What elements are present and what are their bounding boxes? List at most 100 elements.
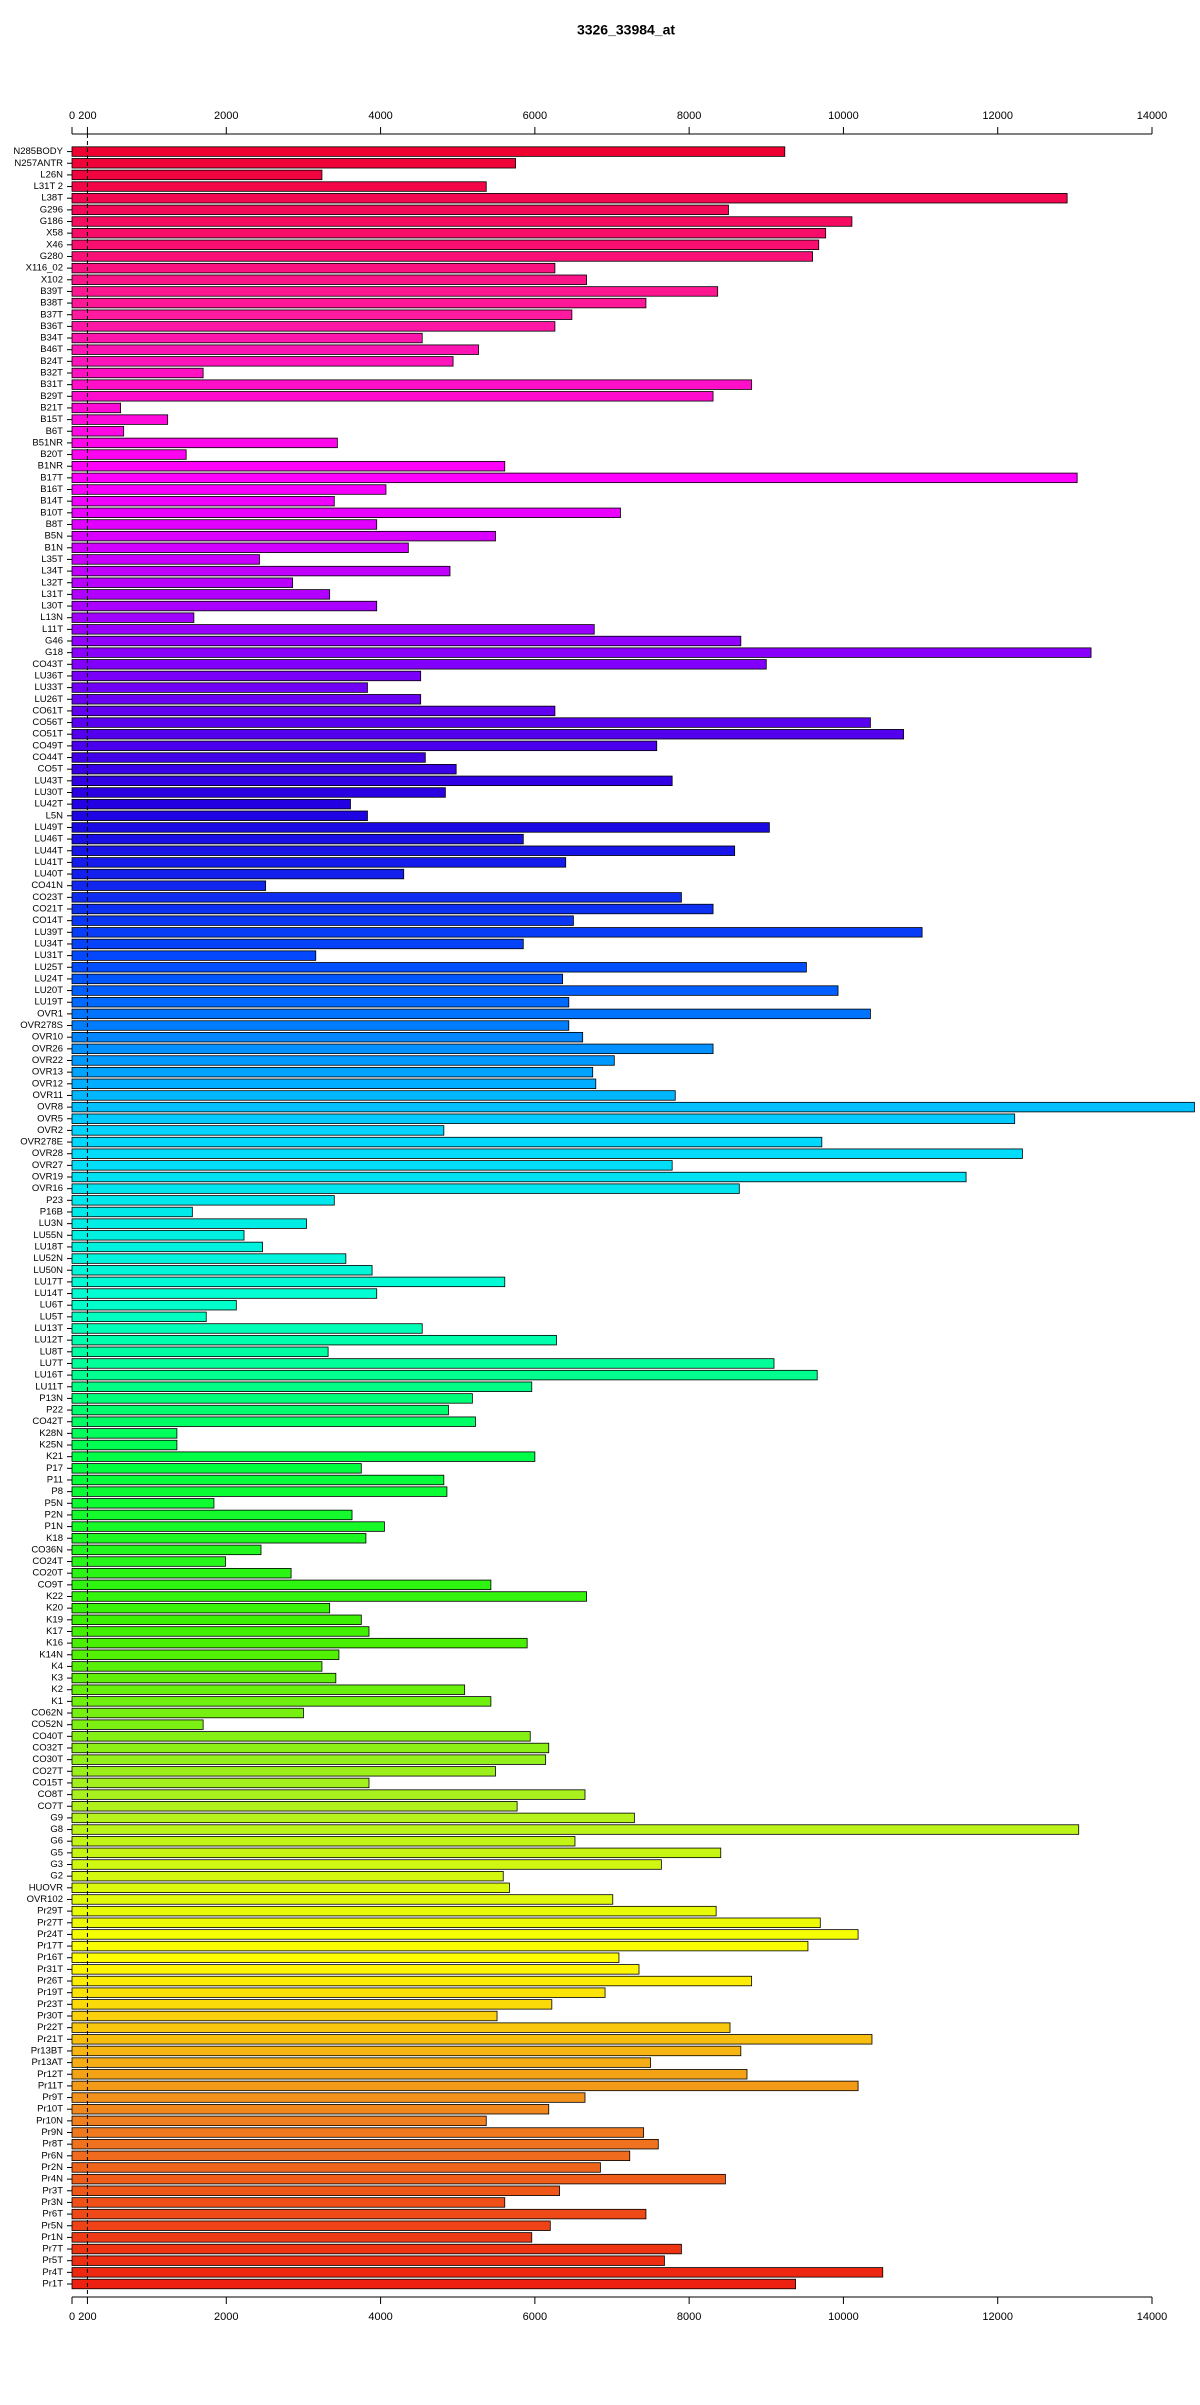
bar [71,227,827,239]
bar [71,705,556,717]
bar [71,1276,506,1288]
y-tick-label: K17 [46,1626,63,1637]
bar [71,1055,615,1066]
y-tick-label: Pr5N [41,2220,63,2231]
y-tick-label: LU39T [34,927,63,938]
bar [71,507,621,519]
y-tick-label: OVR28 [32,1148,63,1159]
bar [71,2197,506,2208]
y-tick-label: CO5T [38,764,64,775]
bar [71,344,479,355]
bar [71,1043,714,1055]
y-tick-label: P11 [47,1474,63,1485]
bar [71,1509,353,1521]
y-tick-label: LU43T [34,775,63,786]
bar [71,519,378,530]
y-tick-label: B39T [40,286,63,297]
bar [71,1766,496,1777]
bar [71,1707,304,1719]
bar [71,309,573,320]
bar [71,542,409,553]
bar [71,2034,873,2045]
bar [71,1439,178,1451]
bar [71,1579,492,1591]
y-tick-label: LU7T [40,1358,63,1369]
bar [71,985,839,996]
bar [71,2092,586,2103]
y-tick-label: CO21T [32,904,63,915]
bar [71,589,331,600]
y-tick-label: OVR278E [20,1137,63,1148]
bar [71,950,317,961]
y-tick-label: CO30T [32,1754,63,1765]
y-tick-label: Pr1T [42,2279,63,2290]
y-tick-label: L5N [46,810,64,821]
y-tick-label: K14N [39,1649,63,1660]
bar [71,1789,586,1800]
bar [71,2162,601,2173]
bar [71,1649,340,1660]
bar [71,1591,587,1602]
bar [71,1020,570,1031]
y-tick-label: B6T [46,426,64,437]
bar [71,1917,821,1928]
y-tick-label: B51NR [32,437,63,448]
chart-title: 3326_33984_at [577,22,675,38]
y-tick-label: OVR278S [20,1020,63,1031]
bar [71,1346,329,1357]
y-tick-label: OVR19 [32,1172,63,1183]
y-tick-label: LU50N [33,1265,63,1276]
y-tick-label: CO9T [38,1579,64,1590]
y-tick-label: K22 [46,1591,63,1602]
bar [71,1731,531,1742]
y-tick-label: X116_02 [26,263,63,274]
bar [71,927,923,938]
y-tick-label: Pr10T [37,2104,63,2115]
y-tick-label: OVR2 [37,1125,63,1136]
x-tick-label: 4000 [368,110,392,122]
y-tick-label: LU30T [34,787,63,798]
bar [71,1474,445,1486]
y-tick-label: Pr13BT [31,2045,63,2056]
x-tick-label: 2000 [214,110,238,122]
x-tick-label: 0 [69,2311,75,2323]
y-tick-label: L11T [42,624,63,635]
bar [71,2185,560,2196]
bar [71,495,335,507]
bar [71,1672,337,1684]
y-tick-label: G3 [50,1859,63,1870]
bar [71,752,426,763]
y-tick-label: P16B [40,1206,63,1217]
y-tick-label: OVR26 [32,1043,63,1054]
y-tick-label: CO41N [31,880,63,891]
y-tick-label: CO61T [32,705,63,716]
bar [71,2255,665,2266]
y-tick-label: L32T [41,577,63,588]
bar [71,1870,504,1882]
y-tick-label: L26N [40,169,63,180]
bar [71,624,595,635]
bar [71,787,446,798]
bar [71,1148,1023,1159]
y-tick-label: LU8T [40,1346,63,1357]
bar [71,868,405,880]
bar [71,764,457,775]
bar [71,1206,193,1218]
y-tick-label: K4 [51,1661,63,1672]
bar [71,880,267,891]
y-tick-label: LU20T [34,985,63,996]
bar [71,1964,640,1975]
y-tick-label: Pr23T [37,1999,63,2010]
bar [71,2150,631,2162]
y-tick-label: G186 [40,216,63,227]
bar [71,577,294,588]
x-tick-label: 0 [69,110,75,122]
bar [71,1090,676,1101]
y-tick-label: LU3N [39,1218,63,1229]
y-tick-label: CO14T [32,915,63,926]
y-tick-label: P22 [46,1405,63,1416]
y-tick-label: G280 [40,251,63,262]
y-tick-label: CO42T [32,1416,63,1427]
y-tick-label: LU49T [34,822,63,833]
bar [71,2115,487,2127]
